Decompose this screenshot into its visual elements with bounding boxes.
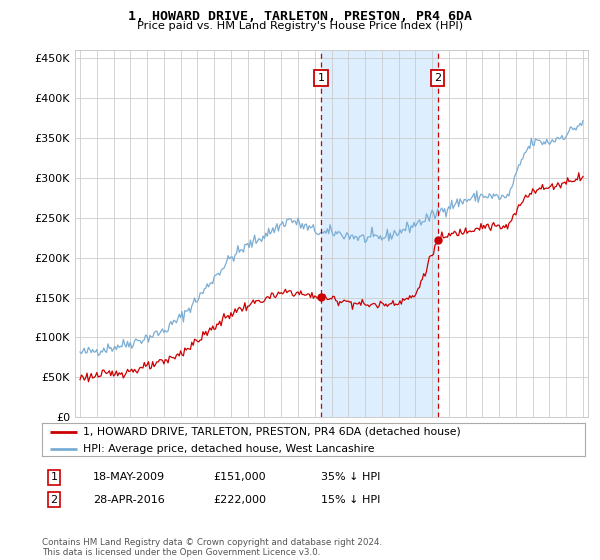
Text: £222,000: £222,000: [213, 494, 266, 505]
Text: 15% ↓ HPI: 15% ↓ HPI: [321, 494, 380, 505]
Text: Contains HM Land Registry data © Crown copyright and database right 2024.
This d: Contains HM Land Registry data © Crown c…: [42, 538, 382, 557]
Bar: [321, 50, 437, 417]
Text: 2: 2: [434, 73, 441, 83]
Text: 28-APR-2016: 28-APR-2016: [93, 494, 165, 505]
Text: 1, HOWARD DRIVE, TARLETON, PRESTON, PR4 6DA (detached house): 1, HOWARD DRIVE, TARLETON, PRESTON, PR4 …: [83, 427, 460, 437]
Text: 1, HOWARD DRIVE, TARLETON, PRESTON, PR4 6DA: 1, HOWARD DRIVE, TARLETON, PRESTON, PR4 …: [128, 10, 472, 23]
Text: £151,000: £151,000: [213, 472, 266, 482]
Text: 35% ↓ HPI: 35% ↓ HPI: [321, 472, 380, 482]
Text: 1: 1: [50, 472, 58, 482]
Text: Price paid vs. HM Land Registry's House Price Index (HPI): Price paid vs. HM Land Registry's House …: [137, 21, 463, 31]
Text: 2: 2: [50, 494, 58, 505]
Text: HPI: Average price, detached house, West Lancashire: HPI: Average price, detached house, West…: [83, 444, 374, 454]
Text: 1: 1: [317, 73, 325, 83]
Text: 18-MAY-2009: 18-MAY-2009: [93, 472, 165, 482]
